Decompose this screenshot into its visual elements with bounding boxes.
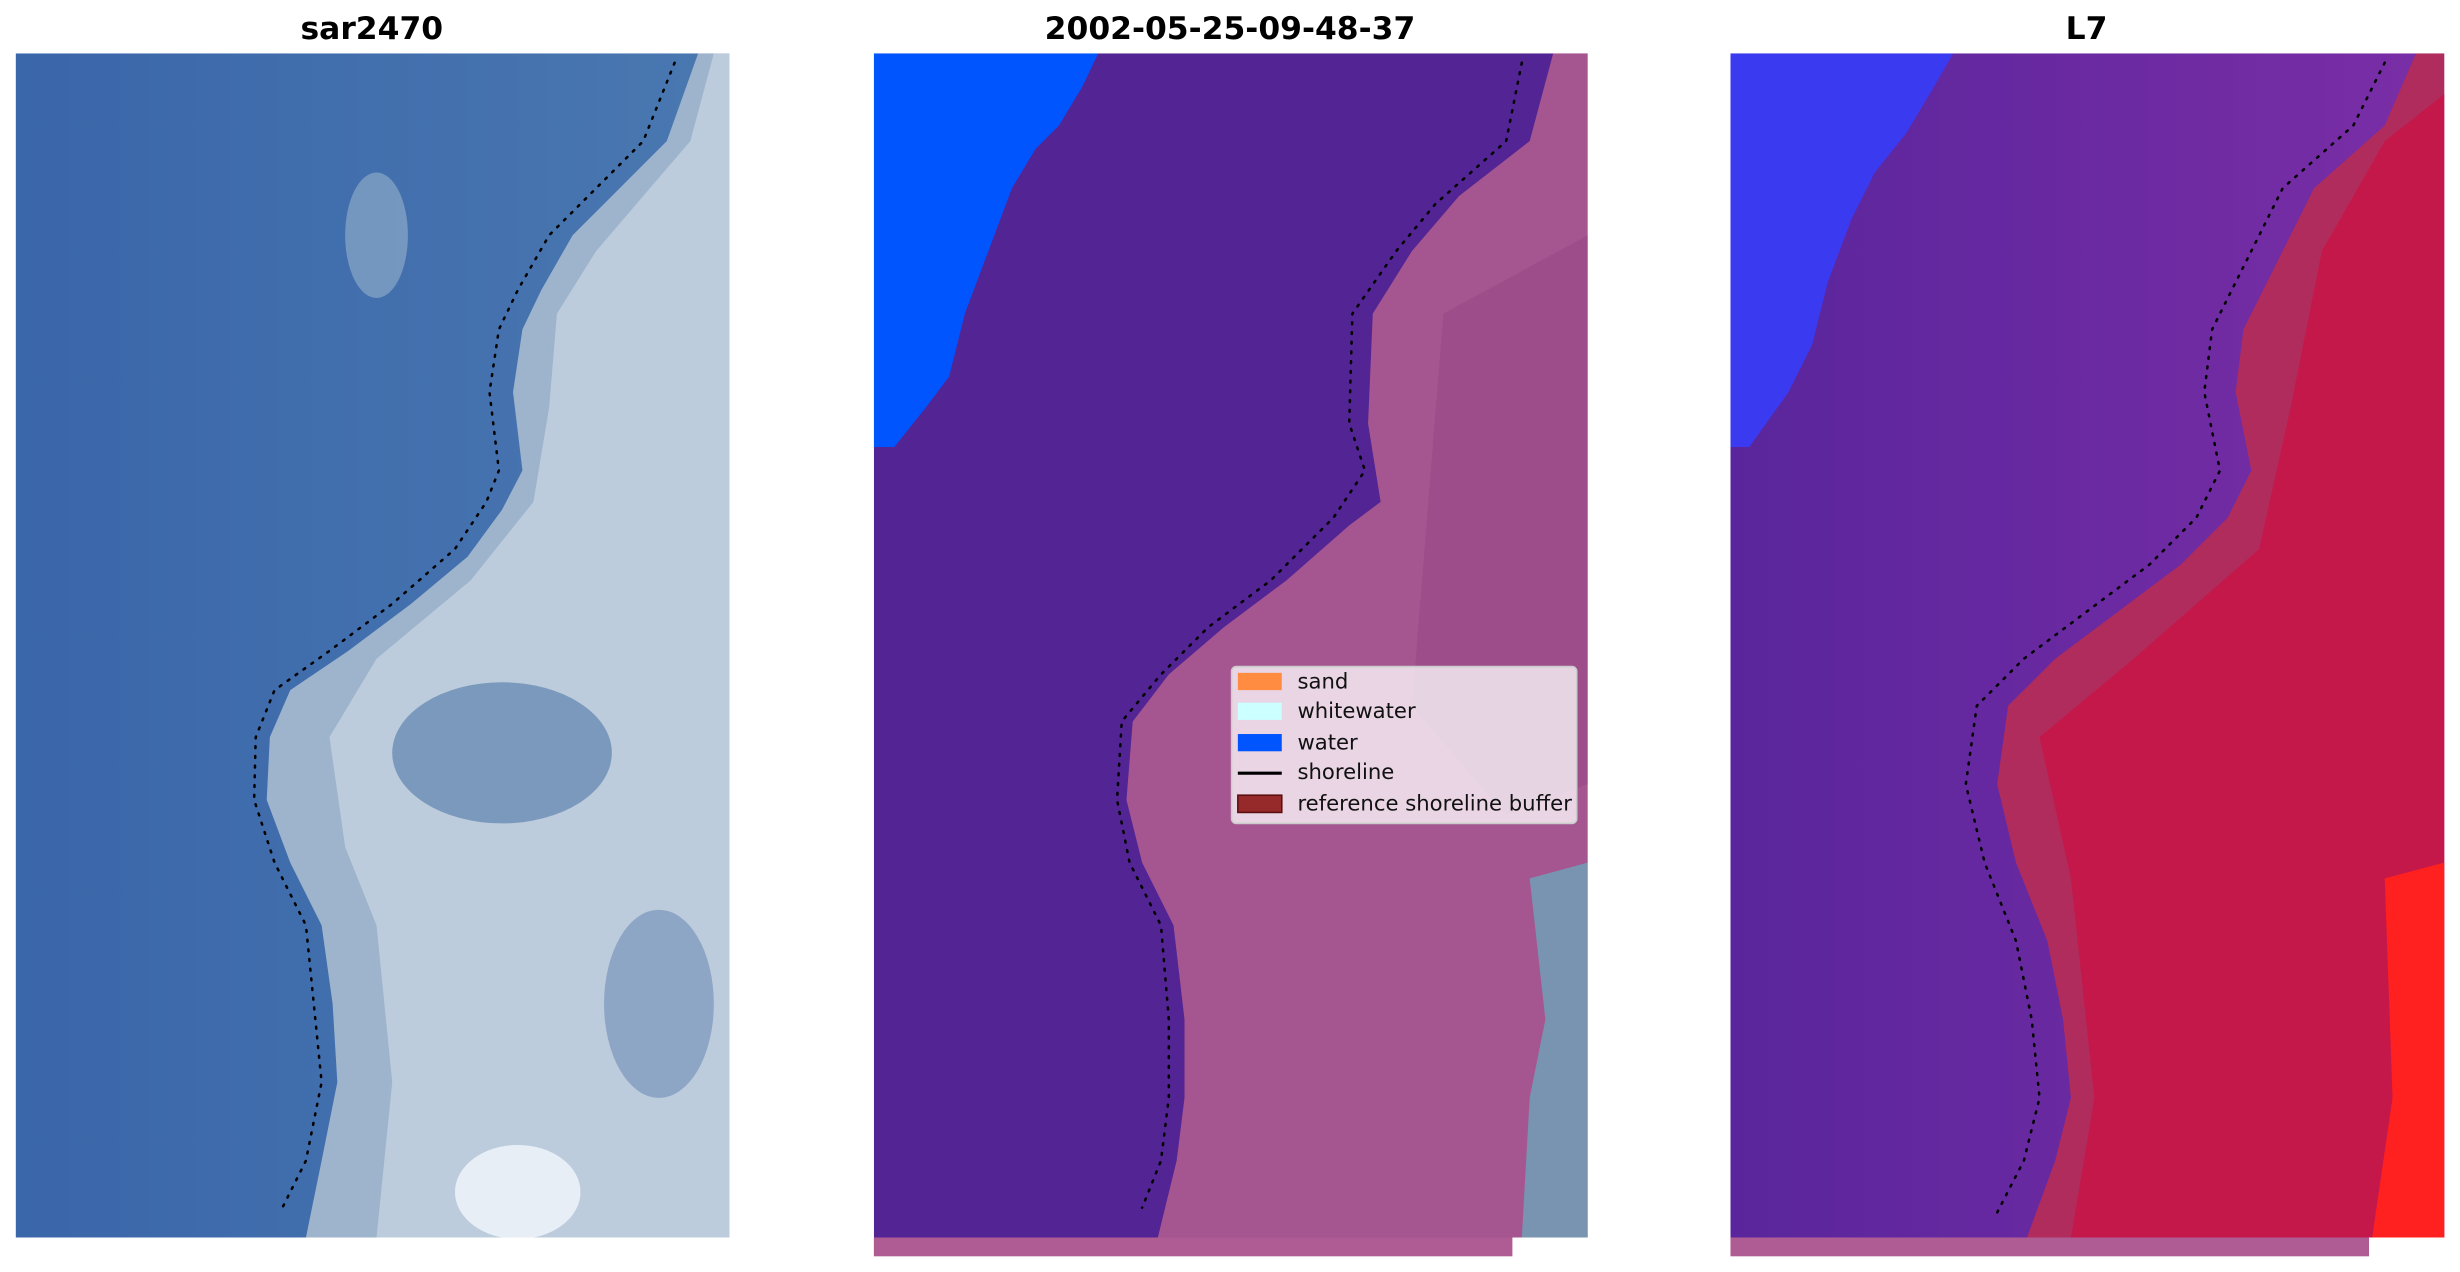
legend-label: sand bbox=[1297, 668, 1348, 693]
panel-title: sar2470 bbox=[301, 11, 444, 47]
legend-label: shoreline bbox=[1297, 759, 1394, 784]
legend-box bbox=[1230, 665, 1578, 825]
legend-swatch bbox=[1237, 672, 1282, 691]
image-panel bbox=[15, 53, 730, 1238]
buffer-strip bbox=[1730, 1237, 2370, 1257]
legend-label: reference shoreline buffer bbox=[1297, 791, 1572, 816]
legend: sand whitewater water shoreline referenc… bbox=[1230, 665, 1578, 825]
legend-swatch bbox=[1237, 794, 1283, 814]
legend-label: water bbox=[1297, 729, 1358, 754]
image-panel bbox=[873, 53, 1588, 1238]
panel-title: 2002-05-25-09-48-37 bbox=[1045, 11, 1416, 47]
buffer-strip bbox=[873, 1237, 1513, 1257]
legend-swatch bbox=[1237, 702, 1282, 720]
legend-swatch bbox=[1237, 734, 1282, 752]
image-panel bbox=[1730, 53, 2445, 1238]
panel-title: L7 bbox=[2066, 11, 2108, 47]
legend-label: whitewater bbox=[1297, 698, 1415, 723]
